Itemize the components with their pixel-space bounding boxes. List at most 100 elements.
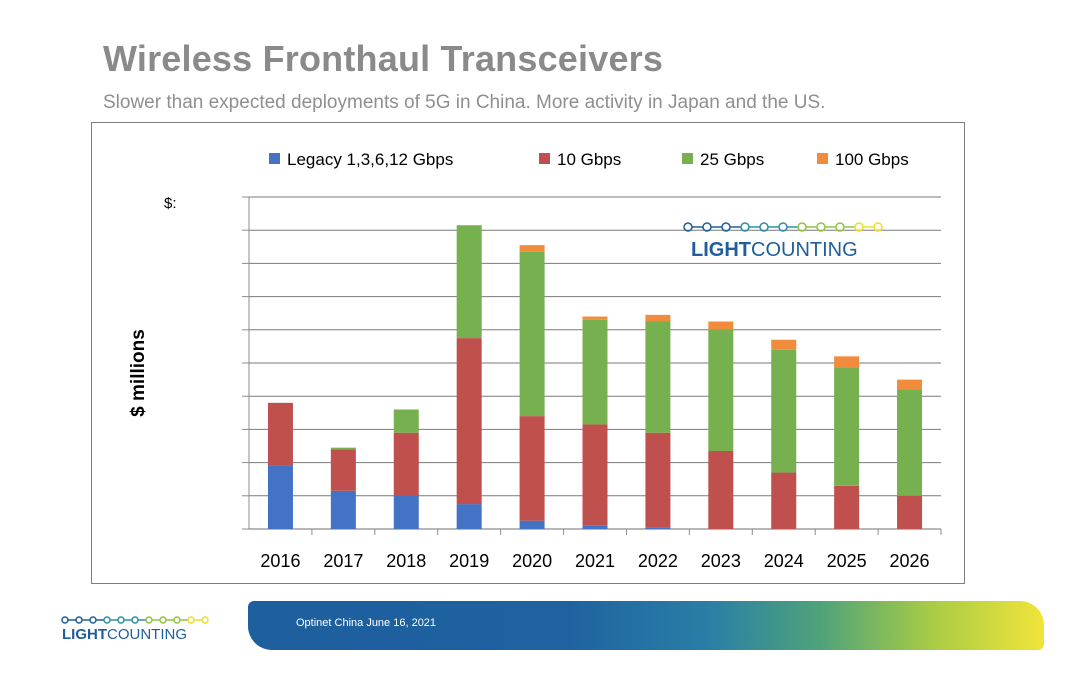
bar-segment bbox=[708, 329, 734, 451]
page-title: Wireless Fronthaul Transceivers bbox=[103, 38, 664, 79]
footer-lightcounting-logo: LIGHTCOUNTING bbox=[61, 616, 209, 643]
bar-segment bbox=[267, 465, 293, 529]
chain-node bbox=[740, 222, 750, 232]
bar-segment bbox=[456, 338, 482, 505]
bar-segment bbox=[645, 432, 671, 528]
bar-segment bbox=[393, 432, 419, 496]
bar-segment bbox=[519, 520, 545, 529]
chain-node bbox=[797, 222, 807, 232]
x-tick-label: 2025 bbox=[827, 551, 867, 571]
y-axis-label: $ millions bbox=[128, 329, 149, 417]
bar-segment bbox=[645, 314, 671, 322]
x-tick-label: 2023 bbox=[701, 551, 741, 571]
bar-segment bbox=[519, 251, 545, 417]
chain-node bbox=[201, 616, 209, 624]
bar-segment bbox=[645, 321, 671, 433]
legend-item: 10 Gbps bbox=[539, 150, 621, 169]
chain-node bbox=[173, 616, 181, 624]
y-axis-unit-label: $: bbox=[164, 195, 177, 212]
legend-swatch bbox=[817, 153, 828, 164]
chain-node bbox=[683, 222, 693, 232]
legend-label: 10 Gbps bbox=[557, 150, 621, 169]
x-tick-label: 2016 bbox=[260, 551, 300, 571]
legend-item: 25 Gbps bbox=[682, 150, 764, 169]
bar-segment bbox=[897, 389, 923, 496]
bar-segment bbox=[330, 447, 356, 450]
bar-segment bbox=[519, 416, 545, 521]
chain-node bbox=[103, 616, 111, 624]
footer-logo-chain-icon bbox=[61, 616, 209, 624]
chain-node bbox=[75, 616, 83, 624]
bar-segment bbox=[708, 450, 734, 529]
x-tick-label: 2019 bbox=[449, 551, 489, 571]
bar-segment bbox=[834, 356, 860, 368]
chain-node bbox=[145, 616, 153, 624]
bars bbox=[267, 225, 923, 529]
x-tick-label: 2021 bbox=[575, 551, 615, 571]
chain-node bbox=[854, 222, 864, 232]
footer-event-text: Optinet China June 16, 2021 bbox=[296, 617, 437, 629]
x-tick-label: 2020 bbox=[512, 551, 552, 571]
chain-node bbox=[778, 222, 788, 232]
legend-item: 100 Gbps bbox=[817, 150, 909, 169]
bar-segment bbox=[330, 449, 356, 491]
bar-segment bbox=[582, 424, 608, 526]
chain-node bbox=[61, 616, 69, 624]
bar-segment bbox=[519, 245, 545, 252]
bar-segment bbox=[771, 339, 797, 350]
legend-swatch bbox=[269, 153, 280, 164]
chain-node bbox=[89, 616, 97, 624]
bar-segment bbox=[456, 504, 482, 529]
chart-frame: 2016 2017 2018 2019 2020 2021 2022 2023 2024 2025… bbox=[91, 122, 965, 584]
chain-node bbox=[187, 616, 195, 624]
bar-segment bbox=[393, 495, 419, 529]
bar-segment bbox=[456, 225, 482, 339]
chain-node bbox=[835, 222, 845, 232]
bar-segment bbox=[771, 349, 797, 473]
legend: Legacy 1,3,6,12 Gbps 10 Gbps 25 Gbps 100 Gb… bbox=[269, 150, 909, 169]
legend-item: Legacy 1,3,6,12 Gbps bbox=[269, 150, 453, 169]
x-tick-label: 2024 bbox=[764, 551, 804, 571]
legend-swatch bbox=[682, 153, 693, 164]
logo-chain-icon bbox=[683, 222, 883, 232]
footer-logo-text-regular: COUNTING bbox=[107, 626, 187, 643]
bar-segment bbox=[834, 367, 860, 486]
footer-banner: Optinet China June 16, 2021 bbox=[248, 601, 1044, 650]
chain-node bbox=[702, 222, 712, 232]
legend-swatch bbox=[539, 153, 550, 164]
x-axis: 2016 2017 2018 2019 2020 2021 2022 2023 2024 2025… bbox=[260, 529, 942, 571]
chain-node bbox=[816, 222, 826, 232]
legend-label: 25 Gbps bbox=[700, 150, 764, 169]
bar-segment bbox=[708, 321, 734, 330]
footer-logo-text-bold: LIGHT bbox=[62, 626, 107, 643]
chain-node bbox=[873, 222, 883, 232]
legend-label: 100 Gbps bbox=[835, 150, 909, 169]
logo-text-bold: LIGHT bbox=[691, 239, 751, 261]
footer-logo-text: LIGHTCOUNTING bbox=[62, 626, 187, 643]
bar-segment bbox=[645, 527, 671, 529]
logo-text: LIGHTCOUNTING bbox=[691, 239, 858, 261]
bar-segment bbox=[267, 402, 293, 466]
bar-segment bbox=[897, 495, 923, 529]
chain-node bbox=[759, 222, 769, 232]
bar-segment bbox=[771, 472, 797, 529]
x-tick-label: 2017 bbox=[323, 551, 363, 571]
chain-node bbox=[117, 616, 125, 624]
logo-text-regular: COUNTING bbox=[751, 239, 858, 261]
legend-label: Legacy 1,3,6,12 Gbps bbox=[287, 150, 453, 169]
bar-segment bbox=[330, 490, 356, 529]
page-subtitle: Slower than expected deployments of 5G i… bbox=[103, 92, 826, 113]
chain-node bbox=[159, 616, 167, 624]
bar-segment bbox=[582, 316, 608, 320]
bar-segment bbox=[393, 409, 419, 433]
bar-segment bbox=[582, 319, 608, 425]
bar-segment bbox=[897, 379, 923, 390]
bar-segment bbox=[834, 485, 860, 529]
chain-node bbox=[131, 616, 139, 624]
x-tick-label: 2022 bbox=[638, 551, 678, 571]
x-tick-label: 2018 bbox=[386, 551, 426, 571]
bar-segment bbox=[582, 525, 608, 529]
stacked-bar-chart: 2016 2017 2018 2019 2020 2021 2022 2023 2024 2025… bbox=[128, 150, 942, 571]
lightcounting-logo: LIGHTCOUNTING bbox=[683, 222, 883, 261]
chain-node bbox=[721, 222, 731, 232]
